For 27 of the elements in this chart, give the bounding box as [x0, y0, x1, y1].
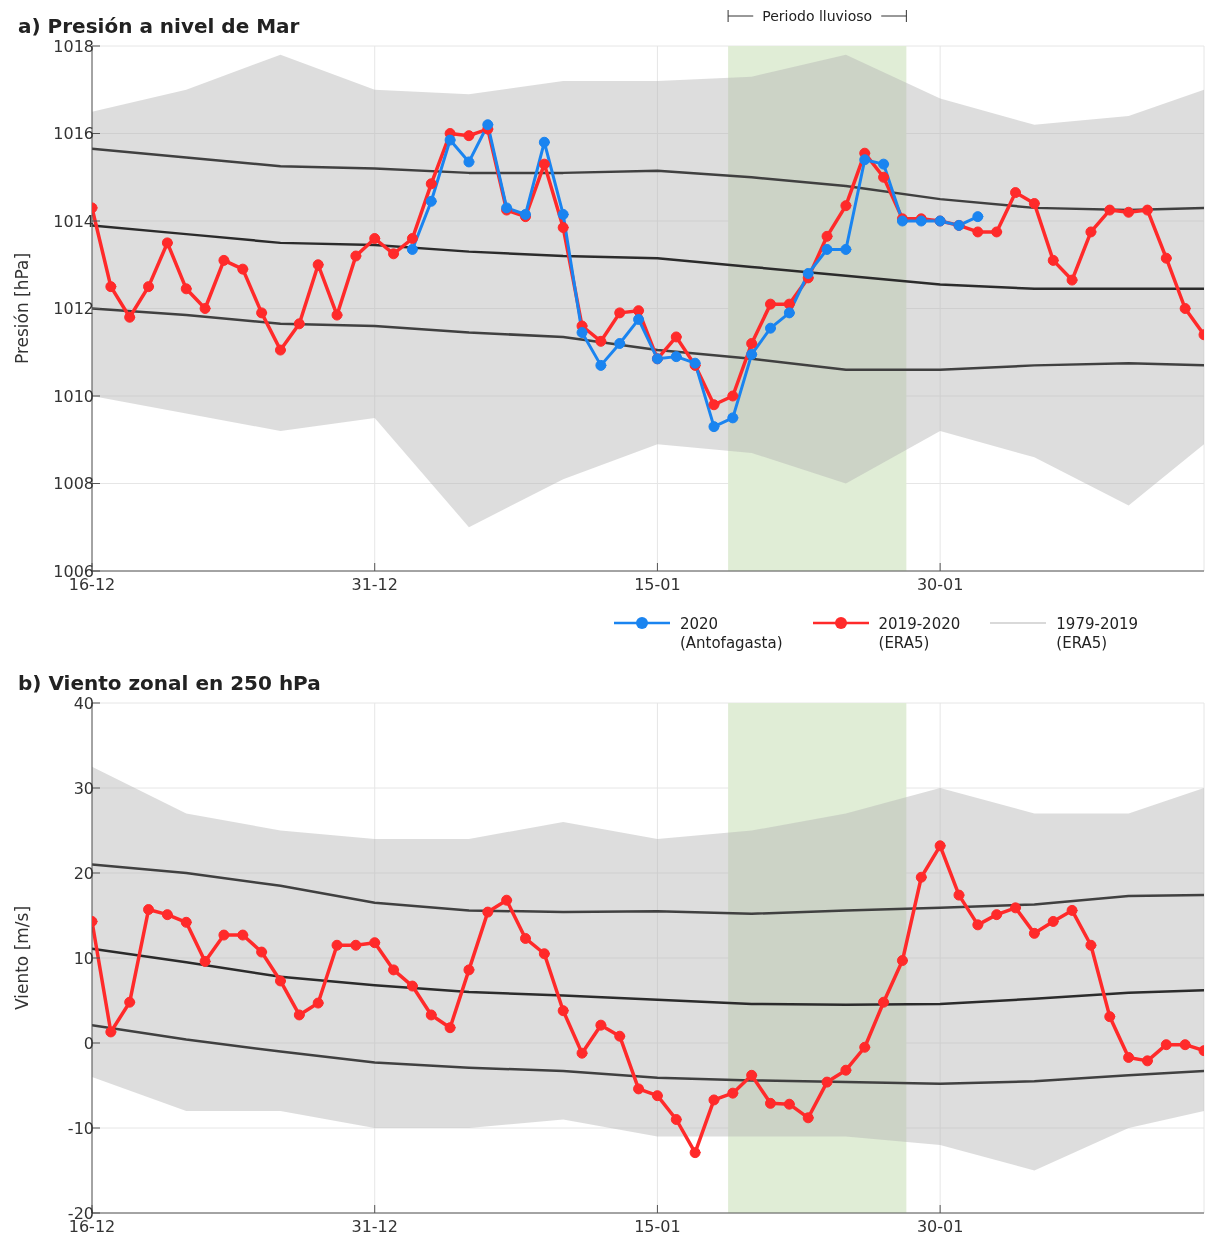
y-tick-label: 1014 [53, 211, 94, 231]
y-tick-label: 1018 [53, 36, 94, 56]
y-tick-label: 0 [83, 1033, 94, 1053]
legend-label: 1979-2019 (ERA5) [1056, 615, 1139, 653]
y-tick-label: 1016 [53, 124, 94, 144]
x-tick-label: 31-12 [351, 575, 398, 595]
y-tick-label: 1008 [53, 474, 94, 494]
bracket: Periodo lluvioso [727, 8, 907, 25]
x-tick-label: 31-12 [351, 1217, 398, 1237]
x-tick-label: 30-01 [916, 1217, 964, 1237]
x-tick-label: 30-01 [916, 575, 964, 595]
y-tick-label: 40 [73, 693, 94, 713]
x-tick-label: 15-01 [634, 1217, 681, 1237]
y-tick-label: 1012 [53, 299, 94, 319]
y-axis-title: Presión [hPa] [12, 252, 33, 365]
chart-title: a) Presión a nivel de Mar [18, 14, 300, 38]
y-tick-label: -10 [67, 1118, 94, 1138]
legend-label: 2019-2020 (ERA5) [878, 615, 961, 653]
y-axis-title: Viento [m/s] [12, 905, 33, 1011]
y-tick-label: 30 [73, 778, 94, 798]
y-tick-label: 20 [73, 863, 94, 883]
y-tick-label: 1010 [53, 386, 94, 406]
chart-title: b) Viento zonal en 250 hPa [18, 671, 321, 695]
legend-label: 2020 (Antofagasta) [679, 615, 783, 653]
band-label: Periodo lluvioso [762, 8, 873, 24]
x-tick-label: 15-01 [634, 575, 681, 595]
y-tick-label: 10 [73, 948, 94, 968]
